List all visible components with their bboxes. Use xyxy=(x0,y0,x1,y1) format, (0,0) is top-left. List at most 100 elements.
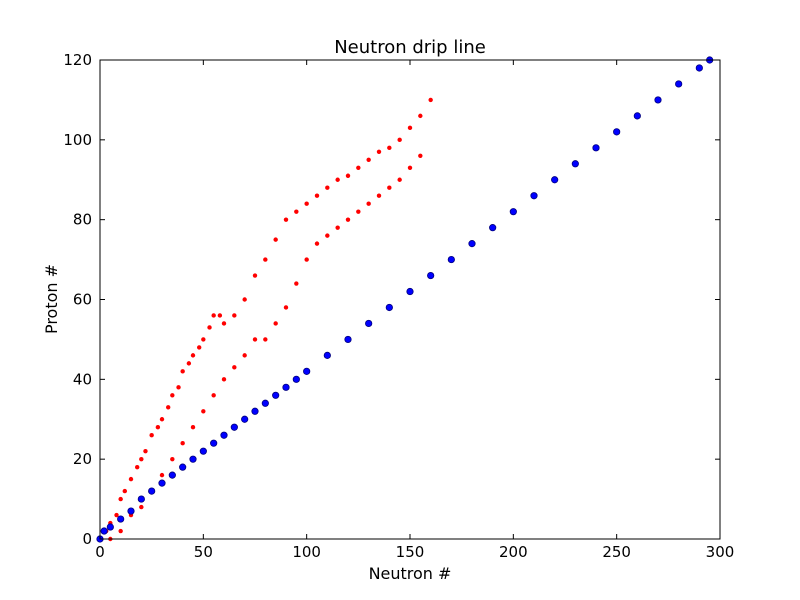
series-0-point-63 xyxy=(294,281,299,286)
series-0-point-57 xyxy=(232,365,237,370)
series-1-point-19 xyxy=(282,383,290,391)
series-0-point-70 xyxy=(366,201,371,206)
series-0-point-66 xyxy=(325,233,330,238)
series-0-point-72 xyxy=(387,185,392,190)
series-0-point-6 xyxy=(128,476,134,482)
series-0-point-75 xyxy=(418,153,423,158)
series-0-point-62 xyxy=(283,305,289,310)
series-0-point-13 xyxy=(166,405,171,410)
series-0-point-24 xyxy=(221,321,227,326)
series-0-point-23 xyxy=(217,313,223,318)
series-0-point-32 xyxy=(304,201,309,206)
series-1-point-2 xyxy=(106,523,114,531)
y-tick-label-5: 100 xyxy=(63,131,92,149)
axis-ticks: 0 50 100 150 200 250 300 0 20 40 60 80 100 120 xyxy=(63,51,734,561)
series-1-point-37 xyxy=(633,112,641,120)
series-1-point-8 xyxy=(168,471,176,479)
series-0-point-5 xyxy=(122,488,128,494)
series-1-point-5 xyxy=(137,495,145,503)
series-0-point-16 xyxy=(180,369,185,374)
series-0-point-8 xyxy=(139,456,144,462)
series-0-point-15 xyxy=(176,385,181,390)
series-0-point-36 xyxy=(345,173,351,178)
x-tick-label-1: 50 xyxy=(194,543,213,561)
series-1-point-39 xyxy=(675,80,683,88)
series-0-point-50 xyxy=(159,472,165,478)
series-0-point-18 xyxy=(190,353,196,358)
series-0-point-73 xyxy=(397,177,402,182)
y-tick-label-2: 40 xyxy=(73,370,92,388)
series-1-point-20 xyxy=(292,375,300,383)
series-0-point-46 xyxy=(118,528,123,534)
series-0-point-20 xyxy=(201,337,206,342)
series-1-point-28 xyxy=(447,255,455,264)
series-0-point-38 xyxy=(366,157,371,162)
series-0-point-28 xyxy=(263,257,268,262)
series-0-point-10 xyxy=(149,433,154,438)
series-1-point-33 xyxy=(551,176,559,184)
series-0-point-59 xyxy=(252,337,258,342)
series-1-point-29 xyxy=(468,240,476,248)
series-0-point-52 xyxy=(180,441,185,446)
series-1-point-30 xyxy=(489,224,497,232)
series-0-point-55 xyxy=(211,393,216,398)
series-1-point-31 xyxy=(509,208,517,216)
y-tick-label-6: 120 xyxy=(63,51,92,69)
series-0-point-4 xyxy=(118,496,123,502)
y-axis-label: Proton # xyxy=(42,264,61,334)
x-tick-label-5: 250 xyxy=(602,543,631,561)
series-1-point-17 xyxy=(261,399,269,407)
series-1-point-25 xyxy=(385,303,393,312)
series-0-point-40 xyxy=(387,145,392,151)
series-0-point-48 xyxy=(139,504,144,510)
series-0-point-35 xyxy=(335,177,340,182)
series-0-point-69 xyxy=(356,209,361,214)
series-1-point-11 xyxy=(199,447,207,455)
series-0-point-21 xyxy=(207,325,212,330)
series-1-point-24 xyxy=(365,319,373,328)
series-1-point-18 xyxy=(272,391,280,399)
series-0-point-39 xyxy=(376,149,382,155)
x-tick-label-6: 300 xyxy=(706,543,735,561)
series-0-point-33 xyxy=(314,193,320,198)
series-0-point-58 xyxy=(242,353,247,358)
chart-title: Neutron drip line xyxy=(334,37,486,58)
series-1-point-14 xyxy=(230,423,238,431)
series-1-point-3 xyxy=(117,515,125,523)
series-1-point-6 xyxy=(148,487,156,495)
series-1-point-9 xyxy=(179,463,187,471)
series-0-point-43 xyxy=(418,113,423,119)
series-0-point-7 xyxy=(135,464,140,470)
series-0-point-71 xyxy=(376,193,382,198)
y-tick-label-1: 20 xyxy=(73,450,92,468)
series-1-point-12 xyxy=(210,439,218,447)
series-0-point-65 xyxy=(314,241,320,246)
series-1-point-4 xyxy=(127,507,135,515)
x-tick-label-3: 150 xyxy=(396,543,425,561)
series-1-point-22 xyxy=(323,351,331,359)
y-tick-label-0: 0 xyxy=(82,530,92,548)
x-tick-label-2: 100 xyxy=(292,543,321,561)
series-0-point-37 xyxy=(356,165,361,170)
series-1-point-16 xyxy=(251,407,259,415)
series-0-point-42 xyxy=(407,125,413,131)
x-tick-label-4: 200 xyxy=(499,543,528,561)
series-0-point-31 xyxy=(294,209,299,214)
series-0-point-34 xyxy=(325,185,330,190)
series-0-point-12 xyxy=(159,417,165,422)
series-0-point-19 xyxy=(197,345,202,350)
plot-points xyxy=(96,56,714,543)
series-0-point-14 xyxy=(170,393,175,398)
series-1-point-10 xyxy=(189,455,197,463)
series-0-point-41 xyxy=(397,137,402,143)
series-0-point-9 xyxy=(143,448,148,454)
series-0-point-51 xyxy=(170,456,175,462)
series-1-point-1 xyxy=(100,527,108,535)
series-1-point-27 xyxy=(427,271,435,280)
series-1-point-38 xyxy=(654,96,662,104)
series-0-point-53 xyxy=(190,425,196,430)
series-1-point-26 xyxy=(406,287,414,296)
series-0-point-27 xyxy=(252,273,258,278)
